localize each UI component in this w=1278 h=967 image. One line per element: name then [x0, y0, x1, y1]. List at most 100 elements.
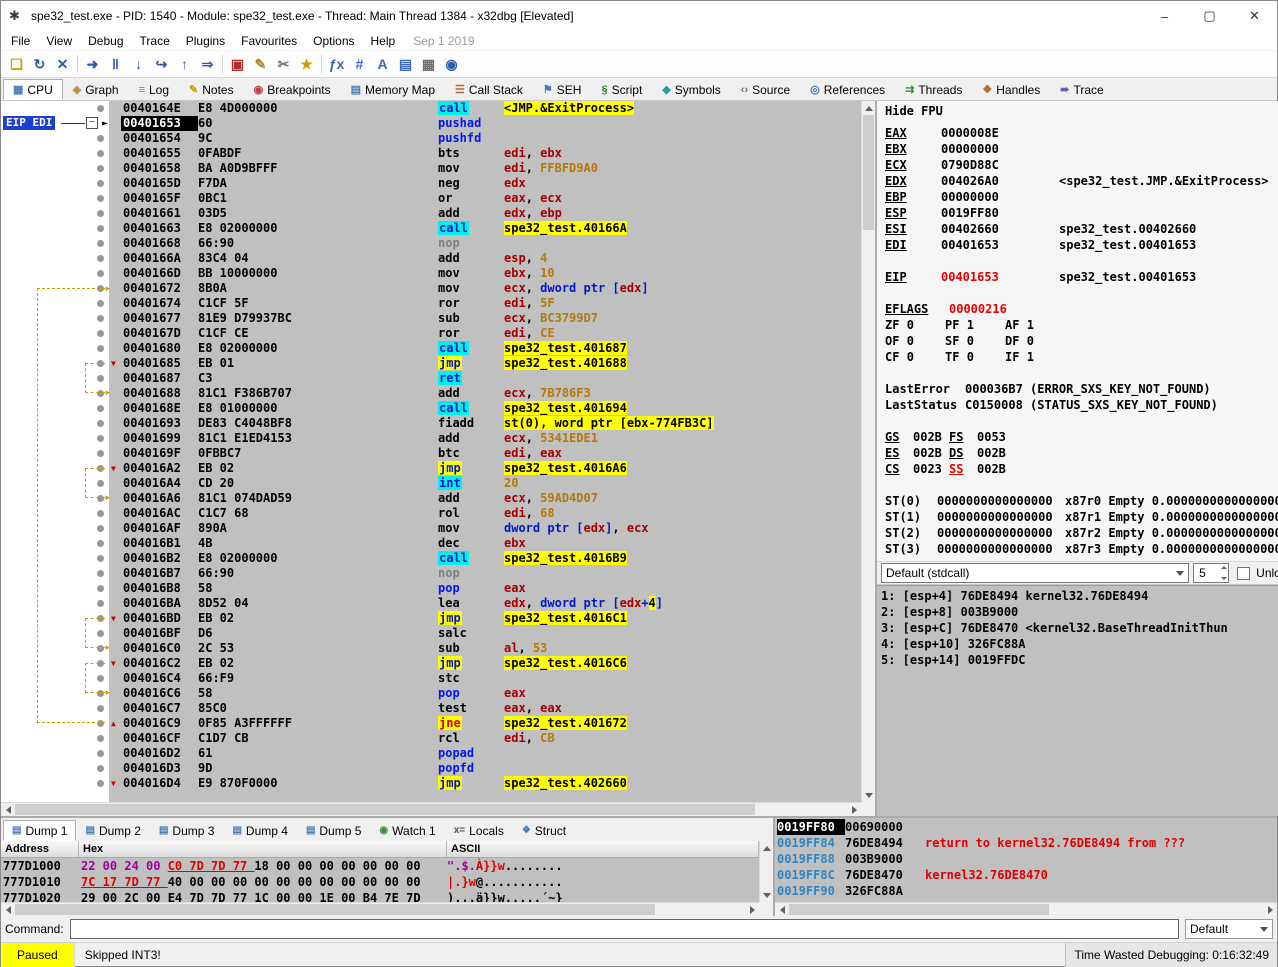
breakpoint-dot[interactable] — [97, 240, 104, 247]
memory-layout-icon[interactable]: ▤ — [398, 55, 413, 72]
tab-references[interactable]: ◎ References — [800, 79, 895, 100]
menu-debug[interactable]: Debug — [88, 33, 124, 48]
breakpoint-dot[interactable] — [97, 480, 104, 487]
dump-horizontal-scrollbar[interactable] — [1, 902, 759, 916]
fpu-row[interactable]: ST(2) 0000000000000000 x87r2 Empty 0.00000… — [885, 525, 1278, 541]
argument-row[interactable]: 4: [esp+10] 326FC88A — [881, 637, 1026, 651]
disasm-row[interactable]: 004016B1 4B dec ebx — [1, 536, 861, 551]
scroll-thumb[interactable] — [789, 904, 1049, 915]
tab-locals[interactable]: x= Locals — [445, 820, 513, 841]
disasm-row[interactable]: 0040166A 83C4 04 add esp, 4 — [1, 251, 861, 266]
breakpoint-dot[interactable] — [97, 150, 104, 157]
register-row[interactable]: ESI 00402660 spe32_test.00402660 — [885, 221, 1278, 237]
stack-row[interactable]: 0019FF90 326FC88A — [777, 883, 1277, 899]
breakpoint-dot[interactable] — [97, 720, 104, 727]
tab-call-stack[interactable]: ☰ Call Stack — [445, 79, 533, 100]
disasm-row[interactable]: 00401699 81C1 E1ED4153 add ecx, 5341EDE1 — [1, 431, 861, 446]
breakpoint-dot[interactable] — [97, 330, 104, 337]
disasm-vertical-scrollbar[interactable] — [861, 101, 875, 802]
argument-row[interactable]: 3: [esp+C] 76DE8470 <kernel32.BaseThread… — [881, 621, 1228, 635]
segment-row[interactable]: ES 002B DS 002B — [885, 445, 1278, 461]
flag[interactable]: TF 0 — [945, 349, 1005, 365]
argument-row[interactable]: 1: [esp+4] 76DE8494 kernel32.76DE8494 — [881, 589, 1149, 603]
disasm-row[interactable]: 004016B2 E8 02000000 call spe32_test.4016B9 — [1, 551, 861, 566]
disasm-row[interactable]: 004016C0 2C 53 sub al, 53 — [1, 641, 861, 656]
flags-row[interactable]: OF 0 SF 0 DF 0 — [885, 333, 1278, 349]
breakpoint-dot[interactable] — [97, 705, 104, 712]
scroll-up-icon[interactable] — [862, 101, 876, 115]
breakpoint-dot[interactable] — [97, 690, 104, 697]
disasm-row[interactable]: ▼ 004016C2 EB 02 jmp spe32_test.4016C6 — [1, 656, 861, 671]
breakpoint-dot[interactable] — [97, 765, 104, 772]
disasm-row[interactable]: 00401677 81E9 D79937BC sub ecx, BC3799D7 — [1, 311, 861, 326]
flag[interactable]: AF 1 — [1005, 317, 1065, 333]
argument-row[interactable]: 5: [esp+14] 0019FFDC — [881, 653, 1026, 667]
disasm-row[interactable]: 004016AF 890A mov dword ptr [edx], ecx — [1, 521, 861, 536]
tab-breakpoints[interactable]: ◉ Breakpoints — [244, 79, 341, 100]
tab-graph[interactable]: ◈ Graph — [63, 79, 129, 100]
tab-trace[interactable]: ➠ Trace — [1050, 79, 1113, 100]
disasm-row[interactable]: 004016D3 9D popfd — [1, 761, 861, 776]
tab-script[interactable]: § Script — [591, 79, 652, 100]
breakpoint-dot[interactable] — [97, 405, 104, 412]
fpu-row[interactable]: ST(3) 0000000000000000 x87r3 Empty 0.00000… — [885, 541, 1278, 557]
scroll-down-icon[interactable] — [760, 888, 774, 902]
disasm-row[interactable]: 004016D2 61 popad — [1, 746, 861, 761]
run-to-user-code-icon[interactable]: ⇒ — [201, 55, 214, 72]
fpu-row[interactable]: ST(1) 0000000000000000 x87r1 Empty 0.00000… — [885, 509, 1278, 525]
breakpoint-dot[interactable] — [97, 510, 104, 517]
fpu-row[interactable]: ST(0) 0000000000000000 x87r0 Empty 0.00000… — [885, 493, 1278, 509]
flag[interactable]: SF 0 — [945, 333, 1005, 349]
scroll-thumb[interactable] — [863, 115, 874, 230]
disasm-row[interactable]: 004016A4 CD 20 int 20 — [1, 476, 861, 491]
scroll-right-icon[interactable] — [1263, 903, 1277, 917]
breakpoint-dot[interactable] — [97, 255, 104, 262]
tab-dump-1[interactable]: ▤ Dump 1 — [3, 820, 77, 841]
flag[interactable]: ZF 0 — [885, 317, 945, 333]
scroll-right-icon[interactable] — [847, 803, 861, 817]
calling-convention-select[interactable]: Default (stdcall) — [881, 563, 1190, 583]
disasm-row[interactable]: 004016C4 66:F9 stc — [1, 671, 861, 686]
disasm-row[interactable]: 004016C7 85C0 test eax, eax — [1, 701, 861, 716]
breakpoint-dot[interactable] — [97, 345, 104, 352]
tab-cpu[interactable]: ▦ CPU — [3, 79, 63, 100]
command-input[interactable] — [69, 919, 1179, 939]
breakpoint-dot[interactable] — [97, 375, 104, 382]
spin-up-icon[interactable] — [1221, 563, 1228, 569]
restart-icon[interactable]: ↻ — [33, 55, 46, 72]
menu-options[interactable]: Options — [313, 33, 355, 48]
menu-help[interactable]: Help — [370, 33, 396, 48]
scroll-down-icon[interactable] — [862, 788, 876, 802]
breakpoint-dot[interactable] — [97, 435, 104, 442]
dump-vertical-scrollbar[interactable] — [759, 841, 773, 902]
tab-source[interactable]: ‹› Source — [731, 79, 800, 100]
tab-dump-4[interactable]: ▤ Dump 4 — [223, 820, 296, 841]
register-row[interactable]: ECX 0790D88C — [885, 157, 1278, 173]
disasm-row[interactable]: 004016AC C1C7 68 rol edi, 68 — [1, 506, 861, 521]
update-check-icon[interactable]: ◉ — [445, 55, 458, 72]
flag[interactable]: CF 0 — [885, 349, 945, 365]
register-row[interactable]: EDX 004026A0 <spe32_test.JMP.&ExitProcess> — [885, 173, 1278, 189]
disasm-row[interactable]: 00401687 C3 ret — [1, 371, 861, 386]
disasm-row[interactable]: 00401688 81C1 F386B707 add ecx, 7B786F3 — [1, 386, 861, 401]
disasm-row[interactable]: ▼ 00401685 EB 01 jmp spe32_test.401688 — [1, 356, 861, 371]
breakpoint-dot[interactable] — [97, 495, 104, 502]
stack-horizontal-scrollbar[interactable] — [775, 902, 1277, 916]
breakpoint-dot[interactable] — [97, 600, 104, 607]
breakpoint-dot[interactable] — [97, 195, 104, 202]
disasm-row[interactable]: 00401654 9C pushfd — [1, 131, 861, 146]
breakpoint-dot[interactable] — [97, 570, 104, 577]
disasm-row[interactable]: 004016BA 8D52 04 lea edx, dword ptr [edx+4] — [1, 596, 861, 611]
breakpoint-dot[interactable] — [97, 780, 104, 787]
menu-file[interactable]: File — [11, 33, 31, 48]
breakpoint-dot[interactable] — [97, 390, 104, 397]
argument-count-spinner[interactable]: 5 — [1193, 563, 1230, 583]
disasm-row[interactable]: 00401668 66:90 nop — [1, 236, 861, 251]
breakpoint-dot[interactable] — [97, 210, 104, 217]
unlocked-checkbox[interactable] — [1237, 566, 1251, 580]
disasm-row[interactable]: 00401663 E8 02000000 call spe32_test.40166A — [1, 221, 861, 236]
disasm-row[interactable]: 00401680 E8 02000000 call spe32_test.401687 — [1, 341, 861, 356]
maximize-button[interactable]: ▢ — [1203, 8, 1216, 23]
snowman-icon[interactable]: # — [355, 56, 364, 72]
breakpoint-dot[interactable] — [97, 315, 104, 322]
